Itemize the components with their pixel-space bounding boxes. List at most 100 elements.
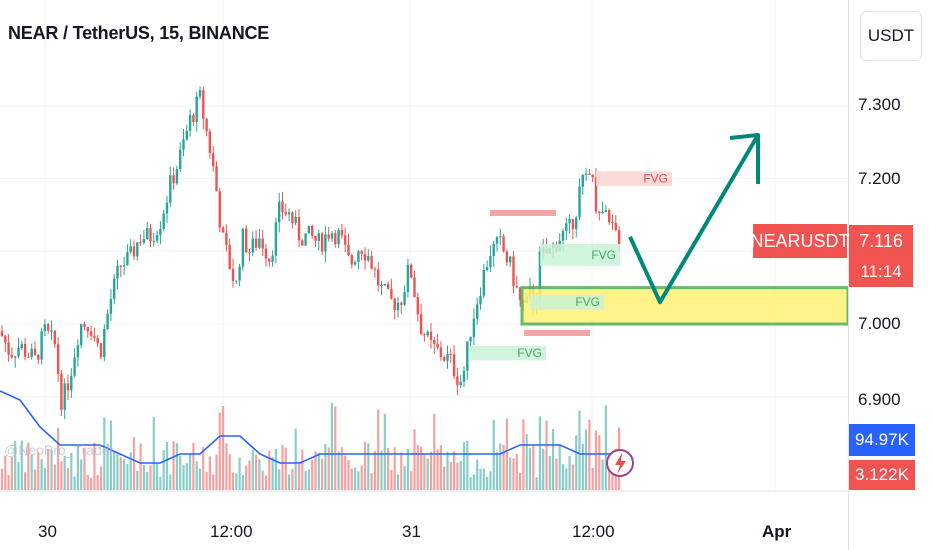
- candle-body: [198, 90, 202, 97]
- candle-body: [172, 175, 175, 184]
- volume-bar: [519, 472, 522, 490]
- ma-value-tag: 94.97K: [849, 424, 915, 456]
- volume-bar: [601, 459, 604, 490]
- candle-body: [185, 130, 188, 140]
- candle-body: [370, 256, 373, 269]
- volume-bar: [337, 451, 340, 490]
- volume-bar: [416, 444, 419, 490]
- chart-area[interactable]: FVG FVG FVG FVG NEAR / TetherUS, 15, BINANC…: [0, 0, 850, 510]
- volume-bar: [149, 465, 152, 490]
- volume-bar: [377, 409, 380, 490]
- volume-bar: [512, 458, 515, 490]
- symbol-tag: NEARUSDT: [751, 224, 850, 258]
- candle-body: [588, 173, 591, 175]
- currency-button[interactable]: USDT: [860, 11, 922, 61]
- volume-bar: [159, 476, 162, 490]
- candle-body: [146, 228, 149, 240]
- candle-body: [604, 210, 608, 213]
- chart-title: NEAR / TetherUS, 15, BINANCE: [8, 23, 270, 43]
- candle-body: [538, 251, 542, 302]
- candle-body: [238, 266, 241, 281]
- volume-bar: [189, 454, 192, 490]
- candle-body: [99, 343, 103, 358]
- volume-bar: [235, 473, 238, 490]
- volume-bar: [344, 455, 347, 490]
- volume-bar: [466, 440, 469, 490]
- candle-body: [340, 230, 344, 236]
- candle-body: [390, 288, 393, 299]
- volume-bar: [321, 458, 324, 490]
- candle-body: [380, 285, 383, 287]
- volume-bar: [410, 471, 413, 490]
- volume-bar: [255, 454, 258, 490]
- volume-bar: [565, 468, 568, 490]
- fvg-label: FVG: [591, 248, 616, 262]
- candle-body: [195, 96, 198, 123]
- candle-body: [594, 177, 598, 212]
- candle-body: [56, 344, 60, 374]
- candle-body: [472, 318, 476, 337]
- candle-body: [30, 348, 33, 358]
- volume-bar: [585, 429, 588, 490]
- volume-bar: [271, 457, 274, 490]
- volume-bar: [400, 452, 403, 490]
- candle-body: [304, 233, 307, 246]
- volume-bar: [80, 459, 83, 490]
- candle-body: [436, 343, 439, 348]
- candle-body: [482, 269, 485, 296]
- candle-body: [241, 228, 245, 267]
- volume-bar: [532, 444, 535, 490]
- volume-bar: [126, 463, 129, 490]
- volume-bar: [202, 447, 205, 490]
- moving-average-line: [0, 390, 620, 464]
- time-scale[interactable]: 30 12:00 31 12:00 Apr: [0, 510, 848, 550]
- volume-bar: [288, 474, 291, 490]
- candle-body: [40, 331, 43, 360]
- volume-bar: [281, 445, 284, 490]
- volume-bar: [251, 449, 254, 490]
- volume-bar: [347, 460, 350, 490]
- candle-body: [502, 236, 505, 252]
- volume-bar: [367, 443, 370, 490]
- volume-bar: [327, 447, 330, 490]
- candle-body: [598, 211, 601, 214]
- volume-bar: [57, 427, 60, 490]
- price-scale[interactable]: USDT 7.300 7.200 7.000 6.900 7.116 11:14…: [848, 0, 932, 550]
- candle-body: [188, 114, 192, 131]
- candle-body: [122, 265, 126, 267]
- volume-bar: [611, 468, 614, 490]
- candle-body: [505, 251, 509, 263]
- volume-bar: [198, 468, 202, 490]
- volume-bar: [261, 470, 264, 490]
- volume-bar: [429, 451, 433, 490]
- volume-value-tag: 3.122K: [849, 460, 915, 490]
- volume-bar: [192, 442, 195, 490]
- candle-body: [63, 383, 66, 410]
- volume-bar: [142, 464, 145, 490]
- volume-bar: [469, 477, 472, 490]
- candle-body: [109, 298, 113, 314]
- candle-body: [617, 230, 621, 245]
- candle-body: [324, 234, 327, 252]
- volume-bar: [156, 463, 159, 490]
- candle-body: [47, 324, 50, 331]
- volume-bar: [17, 462, 20, 490]
- volume-bar: [24, 472, 27, 490]
- candle-body: [103, 329, 106, 358]
- volume-bar: [63, 455, 66, 490]
- volume-bar: [93, 442, 96, 490]
- candle-body: [149, 228, 152, 242]
- volume-bar: [297, 462, 301, 490]
- candle-body: [268, 258, 271, 262]
- candlestick-chart[interactable]: FVG FVG FVG FVG: [0, 0, 850, 510]
- volume-bar: [446, 451, 449, 490]
- candle-body: [327, 234, 330, 239]
- volume-bar: [403, 466, 406, 490]
- volume-bar: [552, 429, 555, 490]
- volume-bar: [538, 416, 541, 490]
- lightning-icon: [615, 453, 626, 474]
- candle-body: [426, 331, 429, 336]
- fvg-boundary: [524, 330, 590, 336]
- volume-bar: [33, 469, 37, 490]
- volume-bar: [317, 452, 320, 490]
